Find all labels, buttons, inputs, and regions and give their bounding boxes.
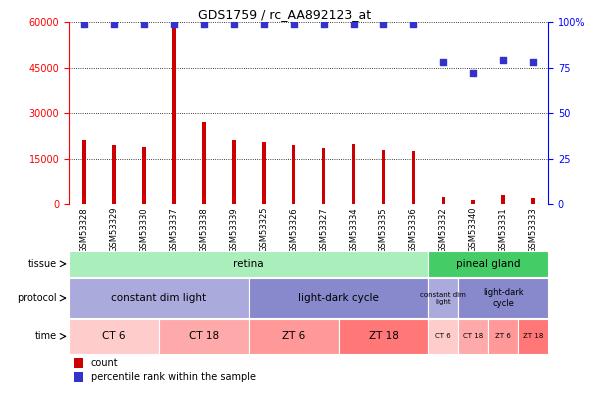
Bar [159,319,249,354]
Text: constant dim
light: constant dim light [420,292,466,305]
Bar [322,148,325,204]
Text: ZT 6: ZT 6 [495,333,511,339]
Text: count: count [91,358,118,368]
Bar [471,200,475,204]
Point [169,21,178,27]
Point [109,21,119,27]
Bar [249,319,338,354]
Text: CT 6: CT 6 [436,333,451,339]
Text: CT 6: CT 6 [102,331,126,341]
Text: ZT 6: ZT 6 [282,331,305,341]
Bar [412,151,415,204]
Point [379,21,388,27]
Bar [74,372,82,382]
Text: ZT 18: ZT 18 [368,331,398,341]
Bar [142,147,146,204]
Point [349,21,358,27]
Bar [69,278,249,318]
Text: light-dark cycle: light-dark cycle [298,293,379,303]
Text: CT 18: CT 18 [189,331,219,341]
Bar [429,319,459,354]
Point [528,59,538,66]
Bar [429,251,548,277]
Point [409,21,418,27]
Bar [429,278,459,318]
Bar [442,196,445,204]
Bar [531,198,535,204]
Bar [262,142,266,204]
Text: constant dim light: constant dim light [111,293,207,303]
Text: protocol: protocol [17,293,57,303]
Bar [82,141,86,204]
Point [79,21,89,27]
Bar [112,145,116,204]
Bar [172,25,175,204]
Text: retina: retina [233,259,264,269]
Bar [292,145,296,204]
Point [498,57,508,64]
Point [439,59,448,66]
Point [468,70,478,77]
Point [319,21,328,27]
Text: CT 18: CT 18 [463,333,483,339]
Bar [232,141,236,204]
Text: light-dark
cycle: light-dark cycle [483,288,523,308]
Bar [501,195,505,204]
Text: pineal gland: pineal gland [456,259,520,269]
Text: time: time [35,331,57,341]
Bar [249,278,429,318]
Bar [459,278,548,318]
Bar [352,143,355,204]
Point [289,21,299,27]
Title: GDS1759 / rc_AA892123_at: GDS1759 / rc_AA892123_at [198,8,371,21]
Bar [459,319,488,354]
Point [259,21,269,27]
Text: ZT 18: ZT 18 [523,333,543,339]
Text: percentile rank within the sample: percentile rank within the sample [91,372,255,382]
Point [139,21,149,27]
Bar [488,319,518,354]
Point [199,21,209,27]
Bar [338,319,429,354]
Point [229,21,239,27]
Bar [69,251,429,277]
Bar [518,319,548,354]
Bar [202,122,206,204]
Bar [69,319,159,354]
Text: tissue: tissue [28,259,57,269]
Bar [74,358,82,368]
Bar [382,149,385,204]
